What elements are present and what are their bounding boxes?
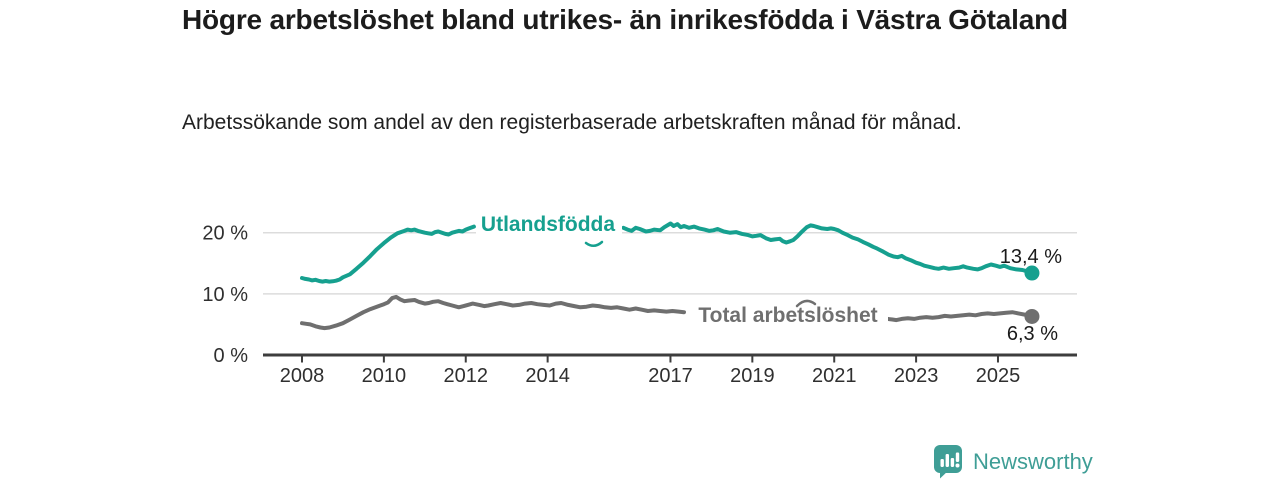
series-label-total-arbetsloshet: Total arbetslöshet — [698, 304, 877, 327]
x-axis-label-2017: 2017 — [648, 365, 693, 387]
newsworthy-logo-icon — [934, 445, 962, 479]
label-leader-arc-utlandsfodda — [584, 240, 604, 247]
newsworthy-logo-text: Newsworthy — [973, 448, 1093, 474]
page-title: Högre arbetslöshet bland utrikes- än inr… — [182, 4, 1068, 35]
label-leader-arc-total-arbetsloshet — [795, 299, 817, 308]
x-axis-label-2019: 2019 — [730, 365, 775, 387]
series-label-bg-total-arbetsloshet — [688, 303, 888, 327]
x-axis-label-2025: 2025 — [976, 365, 1021, 387]
series-label-utlandsfodda: Utlandsfödda — [481, 213, 615, 236]
series-end-value-total-arbetsloshet: 6,3 % — [1007, 323, 1058, 345]
x-axis-label-2012: 2012 — [444, 365, 489, 387]
newsworthy-logo[interactable]: Newsworthy — [933, 444, 1093, 479]
series-end-dot-utlandsfodda — [1024, 265, 1040, 281]
y-axis-label-20: 20 % — [202, 223, 248, 245]
series-end-value-utlandsfodda: 13,4 % — [1000, 246, 1062, 268]
x-axis-label-2023: 2023 — [894, 365, 939, 387]
x-axis-label-2008: 2008 — [280, 365, 325, 387]
x-axis-label-2021: 2021 — [812, 365, 857, 387]
series-line-total-arbetsloshet-seg2 — [885, 310, 1034, 323]
y-axis-label-10: 10 % — [202, 284, 248, 306]
series-label-bg-utlandsfodda — [476, 212, 622, 236]
x-axis-label-2014: 2014 — [525, 365, 570, 387]
series-line-utlandsfodda-seg2 — [621, 221, 1034, 276]
chart-subtitle: Arbetssökande som andel av den registerb… — [182, 111, 962, 134]
y-axis-label-0: 0 % — [214, 345, 249, 367]
x-axis-label-2010: 2010 — [362, 365, 407, 387]
series-end-dot-total-arbetsloshet — [1024, 308, 1040, 324]
speech-bubble-bar-chart-icon — [934, 445, 962, 479]
series-line-total-arbetsloshet-seg1 — [300, 294, 686, 331]
series-line-utlandsfodda-seg1 — [300, 224, 476, 284]
